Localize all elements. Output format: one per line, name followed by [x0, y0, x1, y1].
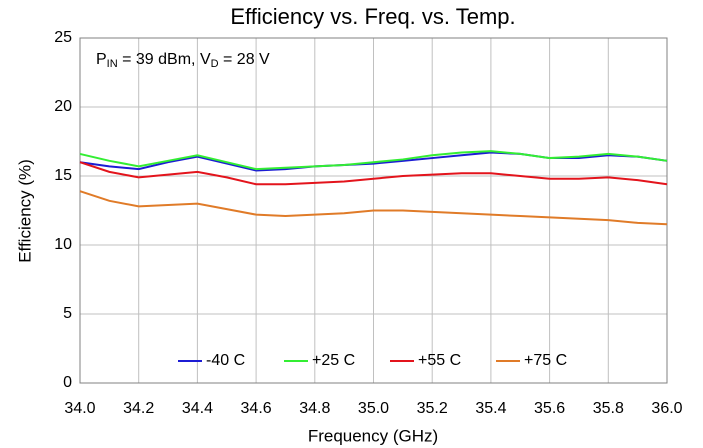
line-series — [79, 150, 668, 171]
x-tick-label: 34.6 — [241, 400, 272, 417]
x-tick-label: 36.0 — [651, 400, 682, 417]
line-series — [79, 190, 668, 226]
annotation-part: IN — [107, 58, 118, 70]
x-tick-label: 35.8 — [593, 400, 624, 417]
legend-label: +25 C — [312, 352, 355, 369]
y-tick-label: 0 — [63, 374, 72, 391]
annotation-part: = 28 V — [219, 51, 270, 68]
annotation: PIN = 39 dBm, VD = 28 V — [96, 51, 270, 70]
y-tick-label: 20 — [54, 98, 72, 115]
y-tick-label: 15 — [54, 167, 72, 184]
x-tick-label: 34.2 — [123, 400, 154, 417]
chart-title: Efficiency vs. Freq. vs. Temp. — [230, 4, 515, 29]
annotation-part: D — [211, 58, 219, 70]
legend-label: +75 C — [524, 352, 567, 369]
x-tick-label: 35.4 — [475, 400, 506, 417]
y-tick-label: 25 — [54, 29, 72, 46]
legend-label: +55 C — [418, 352, 461, 369]
x-tick-label: 34.4 — [182, 400, 213, 417]
annotation-part: = 39 dBm, V — [118, 51, 211, 68]
y-axis-label: Efficiency (%) — [15, 159, 34, 263]
plot-border — [79, 37, 668, 384]
x-tick-label: 34.0 — [64, 400, 95, 417]
x-tick-label: 35.0 — [358, 400, 389, 417]
x-tick-label: 35.6 — [534, 400, 565, 417]
legend-label: -40 C — [206, 352, 245, 369]
y-tick-label: 10 — [54, 236, 72, 253]
x-axis-label: Frequency (GHz) — [308, 426, 438, 445]
line-series — [79, 161, 668, 186]
x-tick-label: 34.8 — [299, 400, 330, 417]
x-tick-label: 35.2 — [417, 400, 448, 417]
y-tick-label: 5 — [63, 305, 72, 322]
annotation-part: P — [96, 51, 107, 68]
